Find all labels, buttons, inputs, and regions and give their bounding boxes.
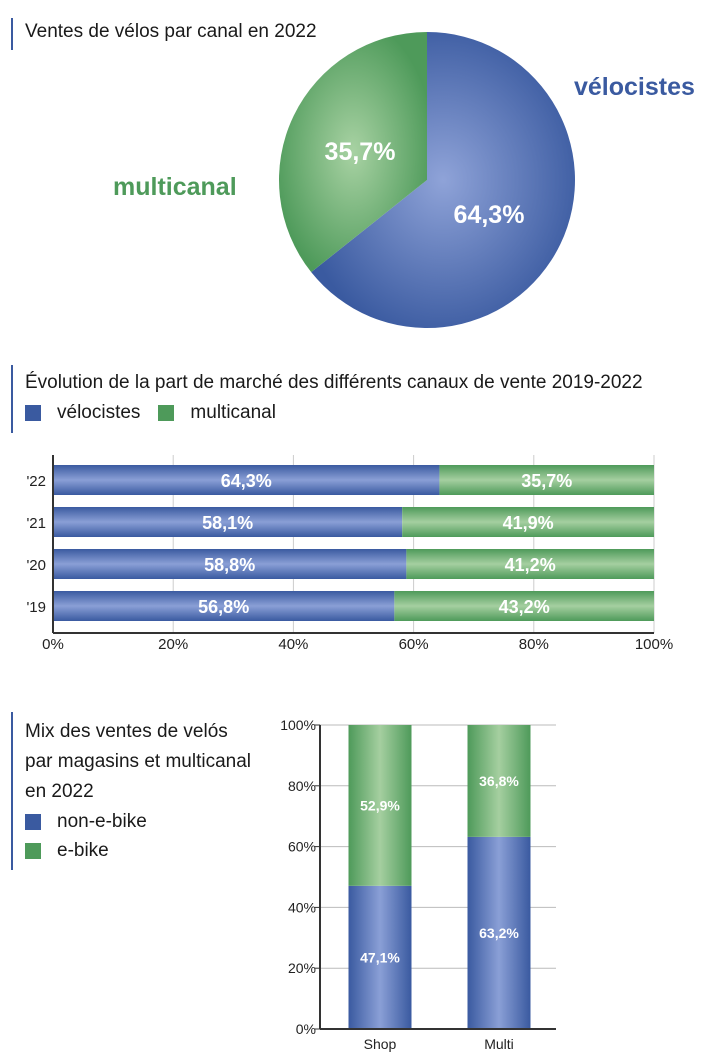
vbar-segment-non-ebike — [348, 885, 412, 1029]
pie-chart: 64,3% 35,7% — [279, 32, 575, 329]
vbar-tick-label: 60% — [288, 839, 316, 855]
pie-slice-label-multicanal: 35,7% — [325, 138, 396, 166]
vbar-category-label: Shop — [364, 1036, 397, 1052]
hbar-tick-label: 100% — [635, 636, 673, 653]
hbar-tick-label: 20% — [158, 636, 188, 653]
hbar-data-label: 64,3% — [221, 471, 272, 491]
pie-slice-label-velocistes: 64,3% — [454, 201, 525, 229]
hbar-tick-label: 0% — [42, 636, 64, 653]
pie-chart-title: Ventes de vélos par canal en 2022 — [25, 21, 317, 42]
hbar-data-label: 41,9% — [503, 513, 554, 533]
legend-swatch-non-ebike — [25, 814, 41, 830]
vbar-tick-label: 20% — [288, 960, 316, 976]
vbar-tick-label: 80% — [288, 778, 316, 794]
hbar-segment-velocistes — [53, 465, 440, 495]
hbar-data-label: 43,2% — [499, 597, 550, 617]
hbar-category-label: '19 — [26, 599, 46, 616]
pie-slice-multicanal — [279, 32, 427, 273]
hbar-segment-velocistes — [53, 591, 395, 621]
vbar-data-label: 36,8% — [479, 773, 519, 789]
vbar-segment-non-ebike — [467, 836, 531, 1029]
vbar-segment-ebike — [467, 725, 531, 837]
legend-swatch-multicanal — [158, 405, 175, 421]
hbar-category-label: '22 — [26, 473, 46, 490]
vbar-data-label: 63,2% — [479, 925, 519, 941]
hbar-data-label: 35,7% — [521, 471, 572, 491]
hbar-segment-multicanal — [439, 465, 654, 495]
vbar-category-label: Multi — [484, 1036, 514, 1052]
hbar-category-label: '21 — [26, 515, 46, 532]
legend-swatch-ebike — [25, 843, 41, 859]
hbar-data-label: 58,8% — [204, 555, 255, 575]
vbar-legend-ebike: e-bike — [25, 840, 109, 862]
hbar-segment-multicanal — [394, 591, 654, 621]
pie-outer-label-velocistes: vélocistes — [574, 73, 695, 101]
vbar-tick-label: 0% — [296, 1021, 316, 1037]
vbar-title-bar — [11, 712, 13, 870]
legend-label-velocistes: vélocistes — [57, 402, 141, 423]
hbar-chart-title: Évolution de la part de marché des diffé… — [25, 372, 643, 393]
legend-label-ebike: e-bike — [57, 840, 109, 861]
vbar-data-label: 47,1% — [360, 949, 400, 965]
pie-title-bar — [11, 18, 13, 50]
pie-outer-label-multicanal: multicanal — [113, 173, 237, 201]
vbar-tick-label: 100% — [280, 717, 316, 733]
vbar-title-line-2: par magasins et multicanal — [25, 751, 251, 772]
hbar-title-bar — [11, 365, 13, 433]
vbar-chart: 47,1% 52,9% 63,2% 36,8% 0% 20% 40% 60% 80% 100% S… — [280, 717, 556, 1052]
legend-swatch-velocistes — [25, 405, 41, 421]
legend-label-non-ebike: non-e-bike — [57, 811, 147, 832]
hbar-segment-velocistes — [53, 549, 407, 579]
hbar-segment-velocistes — [53, 507, 403, 537]
hbar-data-label: 58,1% — [202, 513, 253, 533]
hbar-tick-label: 40% — [278, 636, 308, 653]
hbar-legend: vélocistes multicanal — [25, 402, 276, 424]
hbar-category-label: '20 — [26, 557, 46, 574]
hbar-segment-multicanal — [406, 549, 654, 579]
hbar-tick-label: 80% — [519, 636, 549, 653]
pie-slice-velocistes — [311, 32, 575, 329]
vbar-title-line-3: en 2022 — [25, 781, 94, 802]
vbar-title-line-1: Mix des ventes de velós — [25, 721, 228, 742]
hbar-data-label: 56,8% — [198, 597, 249, 617]
hbar-data-label: 41,2% — [505, 555, 556, 575]
vbar-segment-ebike — [348, 725, 412, 886]
hbar-chart: 64,3% 35,7% 58,1% 41,9% 58,8% 41,2% 56,8% 43,2%… — [26, 455, 673, 653]
hbar-segment-multicanal — [402, 507, 654, 537]
vbar-legend-non-ebike: non-e-bike — [25, 811, 147, 833]
vbar-data-label: 52,9% — [360, 797, 400, 813]
vbar-tick-label: 40% — [288, 899, 316, 915]
hbar-tick-label: 60% — [399, 636, 429, 653]
legend-label-multicanal: multicanal — [190, 402, 276, 423]
